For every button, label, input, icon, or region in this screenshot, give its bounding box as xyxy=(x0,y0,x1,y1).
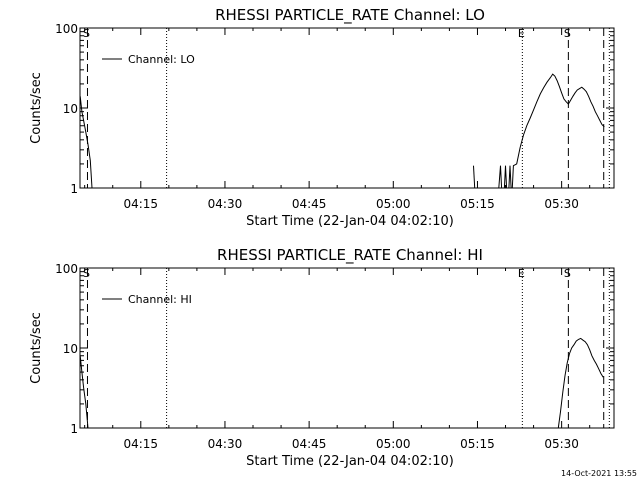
plot-timestamp: 14-Oct-2021 13:55 xyxy=(561,469,637,478)
x-tick-label: 05:30 xyxy=(544,197,579,211)
series-line xyxy=(503,165,508,189)
x-tick-label: 05:00 xyxy=(376,197,411,211)
x-tick-label: 05:00 xyxy=(376,437,411,451)
panel-lo: RHESSI PARTICLE_RATE Channel: LO Start T… xyxy=(29,6,615,229)
x-axis-label-hi: Start Time (22-Jan-04 04:02:10) xyxy=(246,454,454,469)
x-tick-label: 04:15 xyxy=(123,437,158,451)
panel-hi: RHESSI PARTICLE_RATE Channel: HI Start T… xyxy=(29,246,615,469)
y-tick-label: 100 xyxy=(55,262,78,276)
x-tick-label: 04:30 xyxy=(208,197,243,211)
x-tick-label: 05:15 xyxy=(460,197,495,211)
marker-label: E xyxy=(518,27,525,40)
chart-title-lo: RHESSI PARTICLE_RATE Channel: LO xyxy=(215,6,485,25)
plot-frame xyxy=(79,267,615,429)
series-line xyxy=(557,337,604,429)
legend-label-hi: Channel: HI xyxy=(128,293,192,306)
x-tick-label: 04:15 xyxy=(123,197,158,211)
marker-label: E xyxy=(518,267,525,280)
y-tick-label: 10 xyxy=(63,102,78,116)
marker-label: S xyxy=(564,27,571,40)
x-tick-label: 04:45 xyxy=(292,197,327,211)
chart-title-hi: RHESSI PARTICLE_RATE Channel: HI xyxy=(217,246,483,265)
marker-label: S xyxy=(83,27,90,40)
y-axis-label-hi: Counts/sec xyxy=(29,312,44,384)
x-tick-label: 05:30 xyxy=(544,437,579,451)
series-line xyxy=(508,165,512,189)
y-tick-label: 100 xyxy=(55,22,78,36)
y-axis-label-lo: Counts/sec xyxy=(29,72,44,144)
series-line xyxy=(473,165,476,189)
series-line xyxy=(498,165,503,189)
series-line xyxy=(79,96,93,189)
series-line xyxy=(79,355,89,429)
y-tick-label: 10 xyxy=(63,342,78,356)
series-line xyxy=(511,73,605,189)
x-tick-label: 04:45 xyxy=(292,437,327,451)
y-tick-label: 1 xyxy=(70,422,78,436)
marker-label: S xyxy=(564,267,571,280)
x-tick-label: 04:30 xyxy=(208,437,243,451)
y-tick-label: 1 xyxy=(70,182,78,196)
marker-label: S xyxy=(83,267,90,280)
x-tick-label: 05:15 xyxy=(460,437,495,451)
legend-label-lo: Channel: LO xyxy=(128,53,195,66)
x-axis-label-lo: Start Time (22-Jan-04 04:02:10) xyxy=(246,214,454,229)
